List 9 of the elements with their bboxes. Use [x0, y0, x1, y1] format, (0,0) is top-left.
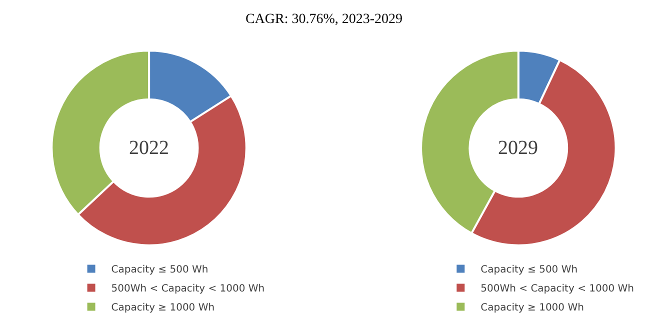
text: 2029 — [498, 137, 538, 159]
legend-label: Capacity ≤ 500 Wh — [480, 264, 578, 276]
legend-label: 500Wh < Capacity < 1000 Wh — [480, 284, 634, 295]
legend-label: Capacity ≥ 1000 Wh — [480, 302, 584, 314]
legend-label: Capacity ≥ 1000 Wh — [111, 302, 215, 314]
text: 2022 — [129, 137, 169, 159]
legend-label: Capacity ≤ 500 Wh — [111, 264, 208, 276]
text: CAGR: 30.76%, 2023-2029 — [245, 12, 403, 27]
legend-label: 500Wh < Capacity < 1000 Wh — [111, 284, 265, 295]
